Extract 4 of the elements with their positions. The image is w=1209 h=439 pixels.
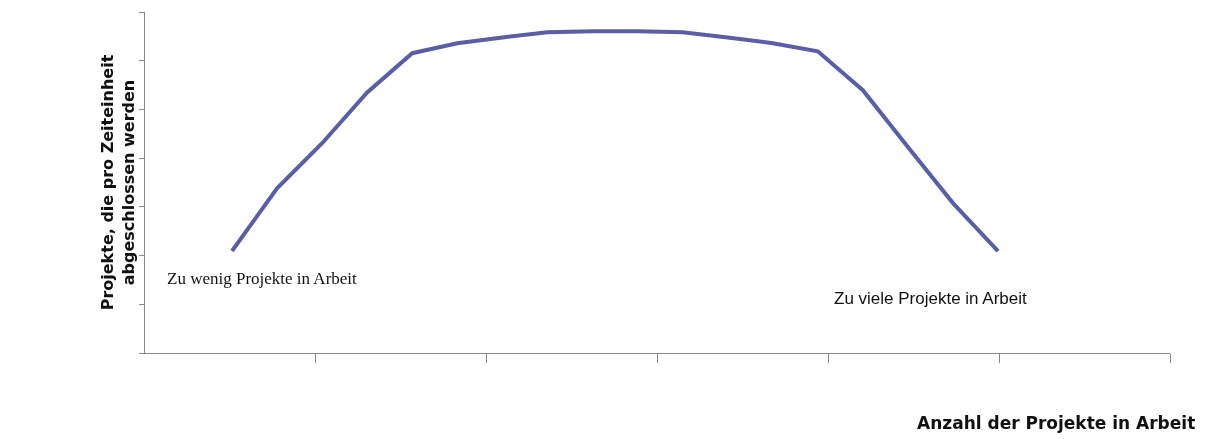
annotation: Zu wenig Projekte in Arbeit (167, 269, 358, 288)
y-axis-title: Projekte, die pro Zeiteinheit abgeschlossen werden (98, 54, 138, 311)
annotation: Zu viele Projekte in Arbeit (834, 289, 1028, 308)
x-axis-title: Anzahl der Projekte in Arbeit (917, 413, 1196, 433)
